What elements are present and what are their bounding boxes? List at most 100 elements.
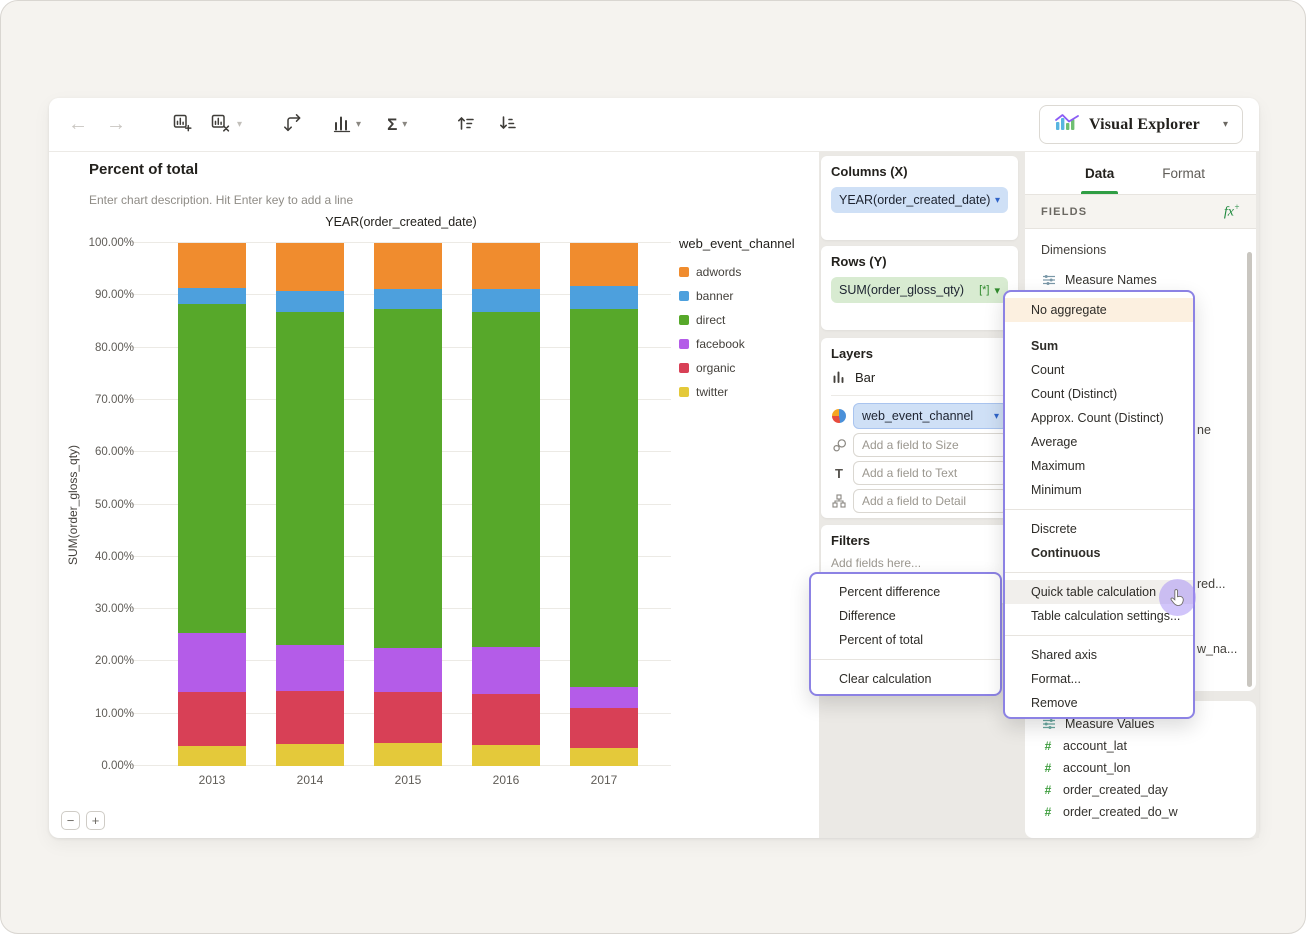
menu-item-clear-calculation[interactable]: Clear calculation bbox=[839, 672, 932, 686]
field-account-lon[interactable]: # account_lon bbox=[1041, 757, 1240, 779]
menu-item-no-aggregate[interactable]: No aggregate bbox=[1005, 298, 1193, 322]
size-icon bbox=[831, 437, 847, 453]
bar-segment-twitter[interactable] bbox=[276, 744, 344, 766]
menu-item-difference[interactable]: Difference bbox=[839, 609, 896, 623]
menu-item-minimum[interactable]: Minimum bbox=[1031, 483, 1082, 497]
menu-item-shared-axis[interactable]: Shared axis bbox=[1031, 648, 1098, 662]
menu-item-remove[interactable]: Remove bbox=[1031, 696, 1078, 710]
menu-item-quick-table-calculation[interactable]: Quick table calculation bbox=[1005, 580, 1193, 604]
chevron-down-icon[interactable]: ▾ bbox=[994, 194, 1000, 206]
bar-segment-adwords[interactable] bbox=[472, 243, 540, 290]
fields-scrollbar[interactable] bbox=[1247, 252, 1252, 687]
bar-segment-direct[interactable] bbox=[178, 304, 246, 634]
chevron-down-icon[interactable]: ▾ bbox=[237, 119, 243, 130]
bar-segment-organic[interactable] bbox=[374, 691, 442, 743]
chevron-down-icon[interactable]: ▾ bbox=[994, 284, 1000, 297]
stacked-bar-2014[interactable] bbox=[276, 243, 344, 766]
layer-mark-type[interactable]: Bar bbox=[831, 361, 1008, 396]
duplicate-chart-button[interactable] bbox=[169, 110, 195, 139]
bar-segment-organic[interactable] bbox=[570, 707, 638, 749]
rows-field-pill[interactable]: SUM(order_gloss_qty) [*] ▾ bbox=[831, 277, 1008, 303]
bar-segment-twitter[interactable] bbox=[374, 743, 442, 766]
obscured-field-fragment[interactable]: red... bbox=[1197, 577, 1226, 591]
bar-segment-facebook[interactable] bbox=[276, 644, 344, 692]
bar-segment-banner[interactable] bbox=[570, 285, 638, 309]
menu-item-percent-of-total[interactable]: Percent of total bbox=[839, 633, 924, 647]
sort-ascending-button[interactable] bbox=[453, 110, 479, 139]
chart-type-button[interactable]: ▾ bbox=[330, 111, 363, 138]
legend-item-adwords[interactable]: adwords bbox=[679, 263, 813, 281]
field-account-lat[interactable]: # account_lat bbox=[1041, 735, 1240, 757]
field-order-created-day[interactable]: # order_created_day bbox=[1041, 779, 1240, 801]
bar-segment-direct[interactable] bbox=[276, 312, 344, 645]
bar-segment-facebook[interactable] bbox=[178, 633, 246, 693]
bar-segment-organic[interactable] bbox=[276, 691, 344, 745]
bar-segment-facebook[interactable] bbox=[570, 687, 638, 708]
bar-segment-direct[interactable] bbox=[570, 308, 638, 688]
undo-back-button[interactable]: ← bbox=[65, 111, 91, 138]
color-field-pill[interactable]: web_event_channel ▾ bbox=[853, 403, 1008, 429]
menu-item-count-distinct[interactable]: Count (Distinct) bbox=[1031, 387, 1118, 401]
bar-segment-adwords[interactable] bbox=[374, 243, 442, 290]
aggregate-button[interactable]: Σ ▾ bbox=[385, 113, 409, 137]
field-measure-values[interactable]: Measure Values bbox=[1041, 713, 1240, 735]
detail-field-dropzone[interactable]: Add a field to Detail bbox=[853, 489, 1008, 513]
remove-chart-button[interactable] bbox=[207, 110, 233, 139]
bar-segment-adwords[interactable] bbox=[178, 243, 246, 289]
brand-button[interactable]: Visual Explorer ▾ bbox=[1038, 105, 1243, 144]
text-field-dropzone[interactable]: Add a field to Text bbox=[853, 461, 1008, 485]
redo-forward-button[interactable]: → bbox=[103, 111, 129, 138]
menu-item-discrete[interactable]: Discrete bbox=[1031, 522, 1077, 536]
field-measure-names[interactable]: Measure Names bbox=[1041, 269, 1240, 291]
chevron-down-icon[interactable]: ▾ bbox=[993, 410, 999, 422]
menu-item-continuous[interactable]: Continuous bbox=[1031, 546, 1101, 560]
tab-format[interactable]: Format bbox=[1162, 165, 1206, 181]
menu-item-percent-difference[interactable]: Percent difference bbox=[839, 585, 941, 599]
zoom-in-button[interactable]: + bbox=[86, 811, 105, 830]
obscured-field-fragment[interactable]: ne bbox=[1197, 423, 1211, 437]
bar-segment-adwords[interactable] bbox=[276, 243, 344, 292]
menu-item-format[interactable]: Format... bbox=[1031, 672, 1082, 686]
legend-item-twitter[interactable]: twitter bbox=[679, 383, 813, 401]
swap-axes-button[interactable] bbox=[280, 110, 306, 139]
menu-item-maximum[interactable]: Maximum bbox=[1031, 459, 1086, 473]
bar-segment-facebook[interactable] bbox=[374, 647, 442, 692]
sort-descending-button[interactable] bbox=[495, 110, 521, 139]
menu-item-table-calculation-settings[interactable]: Table calculation settings... bbox=[1031, 609, 1181, 623]
legend-item-banner[interactable]: banner bbox=[679, 287, 813, 305]
stacked-bar-2016[interactable] bbox=[472, 243, 540, 766]
bar-segment-banner[interactable] bbox=[178, 288, 246, 305]
bar-segment-banner[interactable] bbox=[276, 291, 344, 313]
bar-segment-organic[interactable] bbox=[472, 693, 540, 746]
bar-segment-twitter[interactable] bbox=[570, 748, 638, 766]
stacked-bar-2015[interactable] bbox=[374, 243, 442, 766]
stacked-bar-2013[interactable] bbox=[178, 243, 246, 766]
field-order-created-do-w[interactable]: # order_created_do_w bbox=[1041, 801, 1240, 823]
bar-segment-banner[interactable] bbox=[472, 289, 540, 313]
bar-segment-twitter[interactable] bbox=[472, 745, 540, 766]
zoom-out-button[interactable]: − bbox=[61, 811, 80, 830]
menu-item-approx-count-distinct[interactable]: Approx. Count (Distinct) bbox=[1031, 411, 1164, 425]
bar-segment-organic[interactable] bbox=[178, 692, 246, 747]
legend-item-facebook[interactable]: facebook bbox=[679, 335, 813, 353]
columns-field-pill[interactable]: YEAR(order_created_date) ▾ bbox=[831, 187, 1008, 213]
filters-dropzone[interactable]: Add fields here... bbox=[831, 556, 922, 570]
bar-segment-direct[interactable] bbox=[472, 312, 540, 647]
add-calculation-button[interactable]: fx+ bbox=[1223, 202, 1240, 220]
legend-item-direct[interactable]: direct bbox=[679, 311, 813, 329]
bar-segment-direct[interactable] bbox=[374, 308, 442, 648]
bar-segment-adwords[interactable] bbox=[570, 243, 638, 286]
bar-segment-twitter[interactable] bbox=[178, 746, 246, 766]
stacked-bar-2017[interactable] bbox=[570, 243, 638, 766]
chart-description-placeholder[interactable]: Enter chart description. Hit Enter key t… bbox=[89, 193, 354, 207]
menu-item-sum[interactable]: Sum bbox=[1031, 339, 1059, 353]
legend-item-organic[interactable]: organic bbox=[679, 359, 813, 377]
obscured-field-fragment[interactable]: w_na... bbox=[1197, 642, 1238, 656]
tab-data[interactable]: Data bbox=[1080, 152, 1119, 194]
bar-segment-facebook[interactable] bbox=[472, 646, 540, 694]
menu-item-average[interactable]: Average bbox=[1031, 435, 1078, 449]
chart-title[interactable]: Percent of total bbox=[89, 161, 199, 178]
size-field-dropzone[interactable]: Add a field to Size bbox=[853, 433, 1008, 457]
menu-item-count[interactable]: Count bbox=[1031, 363, 1065, 377]
bar-segment-banner[interactable] bbox=[374, 289, 442, 309]
